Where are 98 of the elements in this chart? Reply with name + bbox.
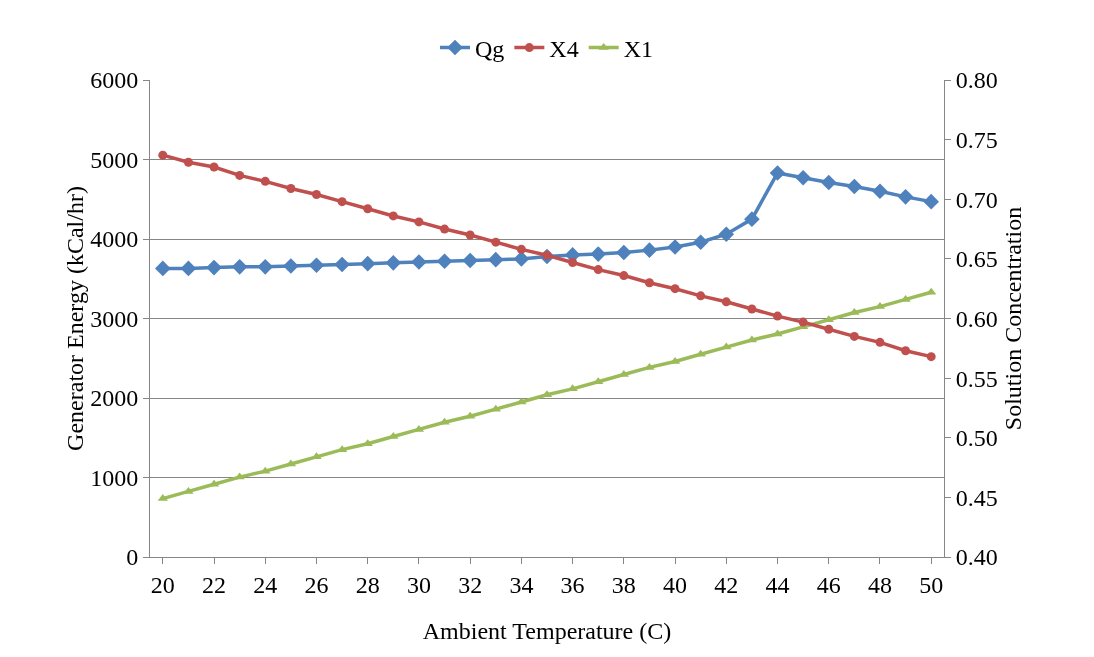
point (773, 311, 783, 321)
y-tick-label: 4000 (90, 226, 139, 253)
y2-tick-label: 0.60 (955, 305, 998, 332)
point (388, 211, 398, 221)
x-tick-label: 20 (150, 571, 175, 598)
point (465, 230, 475, 240)
point (363, 204, 373, 214)
y2-tick-label: 0.70 (955, 186, 998, 213)
point (696, 291, 706, 301)
point (670, 284, 680, 294)
point (385, 255, 402, 271)
point (337, 197, 347, 207)
point (795, 169, 811, 186)
point (516, 244, 526, 254)
y2-tick-label: 0.50 (955, 425, 998, 452)
y2-tick-label: 0.75 (955, 127, 998, 154)
point (619, 271, 629, 281)
x-tick-label: 22 (202, 571, 227, 598)
point (180, 260, 197, 277)
x-tick-label: 48 (867, 571, 892, 598)
x-axis-title: Ambient Temperature (C) (422, 618, 672, 644)
x-tick-label: 34 (509, 571, 534, 598)
point (257, 259, 274, 275)
point (414, 217, 424, 227)
point (436, 253, 453, 270)
x-tick-label: 32 (458, 571, 483, 598)
y2-tick-label: 0.80 (955, 67, 998, 94)
legend-label: Qg (475, 35, 505, 62)
x-tick-label: 44 (765, 571, 790, 598)
point (440, 224, 450, 234)
point (155, 260, 171, 277)
x-tick-label: 50 (919, 571, 944, 598)
point (849, 331, 859, 341)
point (311, 189, 321, 199)
x-tick-label: 28 (355, 571, 380, 598)
point (846, 178, 863, 195)
y2-tick-label: 0.65 (955, 246, 998, 273)
point (923, 193, 939, 210)
point (359, 255, 376, 272)
x-tick-label: 40 (663, 571, 688, 598)
point (747, 304, 757, 314)
x-tick-label: 46 (816, 571, 841, 598)
x-tick-label: 24 (253, 571, 278, 598)
point (901, 346, 911, 356)
point (744, 211, 760, 227)
x-tick-label: 42 (714, 571, 739, 598)
y2-tick-label: 0.55 (955, 365, 998, 392)
point (824, 324, 834, 334)
point (308, 257, 325, 274)
point (183, 157, 193, 167)
point (692, 234, 709, 250)
point (158, 150, 168, 160)
point (772, 329, 783, 337)
x-tick-label: 36 (560, 571, 585, 598)
x-tick-label: 26 (304, 571, 329, 598)
point (286, 184, 296, 194)
point (231, 259, 248, 275)
point (593, 265, 603, 275)
point (769, 165, 786, 181)
point (641, 242, 658, 258)
point (644, 278, 654, 288)
y-axis-title: Generator Energy (kCal/hr) (62, 186, 89, 451)
y-tick-label: 6000 (90, 67, 139, 94)
point (260, 176, 270, 186)
point (411, 254, 427, 270)
point (283, 258, 299, 274)
y2-tick-label: 0.40 (955, 544, 998, 571)
point (820, 174, 837, 191)
legend-label: X1 (623, 35, 654, 62)
point (926, 352, 936, 362)
point (872, 183, 888, 200)
point (513, 251, 530, 267)
legend-label: X4 (549, 35, 579, 62)
point (491, 237, 501, 247)
y-tick-label: 2000 (90, 385, 139, 412)
y-tick-label: 5000 (90, 146, 139, 173)
point (875, 337, 885, 347)
point (667, 239, 683, 255)
point (590, 246, 607, 262)
point (334, 256, 350, 273)
point (235, 170, 245, 180)
y2-axis-title: Solution Concentration (999, 206, 1026, 431)
y-tick-label: 1000 (90, 464, 139, 491)
point (798, 317, 808, 327)
point (897, 189, 914, 205)
y2-tick-label: 0.45 (955, 484, 998, 511)
x-tick-label: 30 (406, 571, 431, 598)
y-tick-label: 0 (126, 544, 139, 571)
point (568, 257, 578, 267)
x-tick-label: 38 (611, 571, 636, 598)
point (487, 251, 504, 268)
point (462, 252, 478, 269)
y-tick-label: 3000 (90, 305, 139, 332)
point (721, 297, 731, 307)
point (206, 259, 222, 276)
point (616, 244, 632, 261)
point (718, 226, 735, 243)
point (209, 162, 219, 172)
